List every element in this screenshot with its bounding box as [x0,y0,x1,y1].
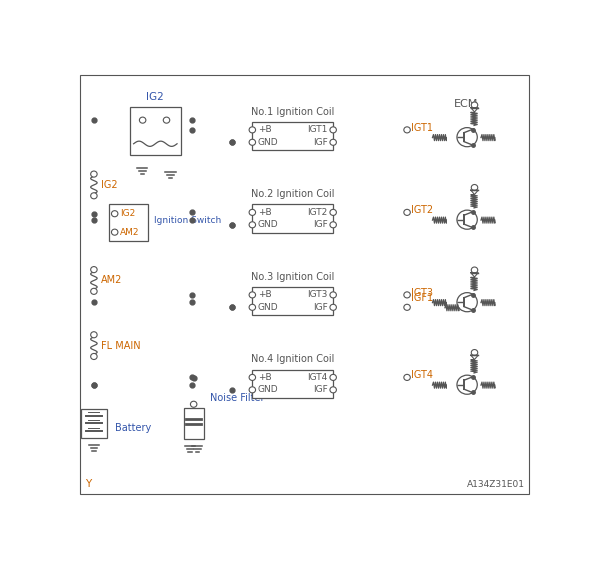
Text: No.4 Ignition Coil: No.4 Ignition Coil [251,354,334,364]
Text: IGT1: IGT1 [308,125,328,134]
Circle shape [330,209,336,215]
Circle shape [249,304,256,310]
Text: GND: GND [258,221,278,230]
Circle shape [457,210,477,229]
Circle shape [404,304,410,310]
Text: +B: +B [258,373,272,382]
Circle shape [191,401,197,407]
Circle shape [457,127,477,147]
Text: A134Z31E01: A134Z31E01 [467,480,525,489]
Text: IG2: IG2 [147,91,164,102]
Text: No.2 Ignition Coil: No.2 Ignition Coil [251,190,334,199]
Circle shape [249,139,256,146]
Text: Battery: Battery [114,423,151,433]
Text: IGT2: IGT2 [308,208,328,217]
Circle shape [139,117,146,123]
Text: Noise Filter: Noise Filter [210,393,265,403]
Text: IGF: IGF [313,138,328,147]
Circle shape [330,127,336,133]
Circle shape [249,292,256,298]
Text: +B: +B [258,290,272,299]
Circle shape [404,292,410,298]
Circle shape [471,350,478,356]
Bar [184,408,204,439]
Bar [252,287,333,315]
Circle shape [249,374,256,381]
Circle shape [471,102,478,108]
Text: IG2: IG2 [101,180,118,190]
Text: IGF: IGF [313,385,328,394]
Text: Y: Y [85,479,91,489]
Text: +B: +B [258,125,272,134]
Circle shape [471,184,478,191]
Text: IGT1: IGT1 [411,123,433,133]
Text: IGF1: IGF1 [411,293,433,303]
Circle shape [330,304,336,310]
Circle shape [249,209,256,215]
Text: FL MAIN: FL MAIN [101,341,141,351]
Circle shape [330,387,336,393]
Circle shape [91,171,97,177]
Circle shape [404,209,410,215]
Circle shape [249,387,256,393]
Circle shape [404,374,410,381]
Circle shape [91,193,97,199]
Text: IGF: IGF [313,303,328,312]
Text: IG2: IG2 [120,209,135,218]
Text: IGT3: IGT3 [411,288,433,298]
Circle shape [330,374,336,381]
Circle shape [91,288,97,294]
Circle shape [457,375,477,394]
Bar [81,408,107,438]
Circle shape [404,127,410,133]
Circle shape [91,267,97,272]
Bar [109,205,148,241]
Text: IGT3: IGT3 [308,290,328,299]
Circle shape [163,117,170,123]
Bar [252,369,333,398]
Circle shape [91,354,97,359]
Circle shape [330,222,336,228]
Text: +B: +B [258,208,272,217]
Bar [130,107,181,155]
Text: GND: GND [258,138,278,147]
Circle shape [111,211,118,217]
Text: IGT4: IGT4 [411,371,433,380]
Text: GND: GND [258,385,278,394]
Text: Ignition Switch: Ignition Switch [154,216,221,225]
Circle shape [457,293,477,312]
Text: IGF: IGF [313,221,328,230]
Text: No.1 Ignition Coil: No.1 Ignition Coil [251,107,334,117]
Circle shape [249,222,256,228]
Text: AM2: AM2 [101,275,123,285]
Text: IGT4: IGT4 [308,373,328,382]
Circle shape [249,127,256,133]
Bar [252,205,333,233]
Text: GND: GND [258,303,278,312]
Circle shape [471,267,478,273]
FancyBboxPatch shape [403,88,529,482]
Circle shape [330,139,336,146]
Bar [252,122,333,150]
Circle shape [330,292,336,298]
Text: ECM: ECM [454,99,478,109]
Text: AM2: AM2 [120,228,139,237]
Text: No.3 Ignition Coil: No.3 Ignition Coil [251,272,334,282]
Circle shape [111,229,118,235]
Text: IGT2: IGT2 [411,205,433,215]
Circle shape [91,332,97,338]
